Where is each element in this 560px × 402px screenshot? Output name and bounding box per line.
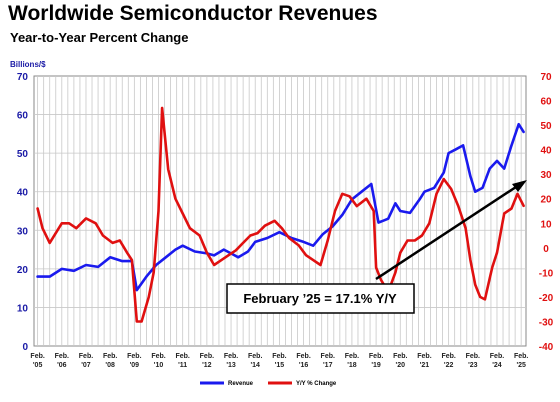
left-tick-label: 40 — [17, 188, 29, 199]
legend-label-revenue: Revenue — [228, 381, 254, 387]
right-tick-label: 40 — [540, 146, 552, 157]
right-tick-label: 30 — [540, 170, 552, 181]
series-line-revenue — [36, 122, 525, 292]
x-tick-label-top: Feb. — [55, 353, 69, 360]
right-tick-label: 70 — [540, 72, 552, 83]
x-tick-label-top: Feb. — [272, 353, 286, 360]
x-tick-label-bottom: '19 — [371, 362, 381, 369]
left-tick-label: 50 — [17, 149, 29, 160]
x-tick-label-bottom: '11 — [178, 362, 187, 369]
x-tick-label-bottom: '24 — [492, 362, 502, 369]
annotation-box — [226, 283, 415, 314]
chart-title: Worldwide Semiconductor Revenues — [8, 2, 378, 25]
left-tick-label: 30 — [17, 226, 29, 237]
right-tick-label: 50 — [540, 121, 552, 132]
x-tick-label-bottom: '12 — [202, 362, 212, 369]
left-tick-label: 60 — [17, 111, 29, 122]
x-tick-label-top: Feb. — [224, 353, 238, 360]
x-axis: Feb. '05 Feb. '06 Feb. '07 Feb. '08 Feb. '09 Feb. '… — [30, 353, 528, 369]
annotation-arrow-line — [375, 181, 523, 281]
x-tick-label-bottom: '18 — [347, 362, 357, 369]
right-tick-label: 10 — [540, 219, 552, 230]
x-tick-label-bottom: '05 — [33, 362, 43, 369]
left-tick-label: 70 — [17, 72, 29, 83]
x-tick-label-top: Feb. — [127, 353, 141, 360]
x-tick-label-bottom: '09 — [130, 362, 140, 369]
x-tick-label-bottom: '14 — [250, 362, 260, 369]
series-layer — [36, 106, 525, 323]
left-tick-label: 20 — [17, 265, 29, 276]
x-tick-label-top: Feb. — [151, 353, 165, 360]
x-tick-label-top: Feb. — [466, 353, 480, 360]
right-axis: -40 -30 -20 -10 0 10 20 30 40 50 60 70 — [539, 72, 554, 353]
grid — [34, 76, 526, 346]
right-tick-label: -40 — [539, 342, 554, 353]
x-tick-label-bottom: '06 — [57, 362, 67, 369]
x-tick-label-top: Feb. — [296, 353, 310, 360]
unit-label: Billions/$ — [10, 60, 46, 69]
right-tick-label: -20 — [539, 293, 554, 304]
x-tick-label-top: Feb. — [175, 353, 189, 360]
x-tick-label-bottom: '10 — [154, 362, 164, 369]
x-tick-label-bottom: '08 — [105, 362, 115, 369]
left-axis: 0 10 20 30 40 50 60 70 — [17, 72, 29, 353]
x-tick-label-top: Feb. — [514, 353, 528, 360]
x-tick-label-top: Feb. — [441, 353, 455, 360]
x-tick-label-bottom: '25 — [516, 362, 526, 369]
x-tick-label-bottom: '16 — [299, 362, 309, 369]
chart-subtitle: Year-to-Year Percent Change — [10, 30, 189, 45]
x-tick-label-top: Feb. — [490, 353, 504, 360]
x-tick-label-top: Feb. — [248, 353, 262, 360]
x-tick-label-top: Feb. — [103, 353, 117, 360]
right-tick-label: -10 — [539, 268, 554, 279]
left-tick-label: 0 — [22, 342, 28, 353]
annotation-arrowhead — [512, 180, 527, 192]
x-tick-label-bottom: '22 — [444, 362, 454, 369]
x-tick-label-bottom: '23 — [468, 362, 478, 369]
x-tick-label-top: Feb. — [30, 353, 44, 360]
x-tick-label-top: Feb. — [393, 353, 407, 360]
annotation-text: February ’25 = 17.1% Y/Y — [243, 291, 397, 306]
x-tick-label-top: Feb. — [79, 353, 93, 360]
x-tick-label-bottom: '13 — [226, 362, 236, 369]
x-tick-label-top: Feb. — [345, 353, 359, 360]
x-tick-label-bottom: '15 — [275, 362, 285, 369]
x-tick-label-top: Feb. — [321, 353, 335, 360]
left-tick-label: 10 — [17, 303, 29, 314]
right-tick-label: 20 — [540, 195, 552, 206]
x-tick-label-top: Feb. — [200, 353, 214, 360]
x-tick-label-bottom: '17 — [323, 362, 333, 369]
x-tick-label-bottom: '21 — [420, 362, 430, 369]
right-tick-label: 0 — [543, 244, 549, 255]
legend-label-yoy: Y/Y % Change — [296, 381, 337, 387]
x-tick-label-top: Feb. — [417, 353, 431, 360]
right-tick-label: 60 — [540, 97, 552, 108]
x-tick-label-bottom: '20 — [396, 362, 406, 369]
right-tick-label: -30 — [539, 317, 554, 328]
x-tick-label-top: Feb. — [369, 353, 383, 360]
series-line-yoy-change — [36, 106, 525, 323]
x-tick-label-bottom: '07 — [81, 362, 91, 369]
